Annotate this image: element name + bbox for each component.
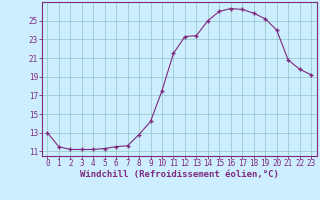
X-axis label: Windchill (Refroidissement éolien,°C): Windchill (Refroidissement éolien,°C) bbox=[80, 170, 279, 179]
